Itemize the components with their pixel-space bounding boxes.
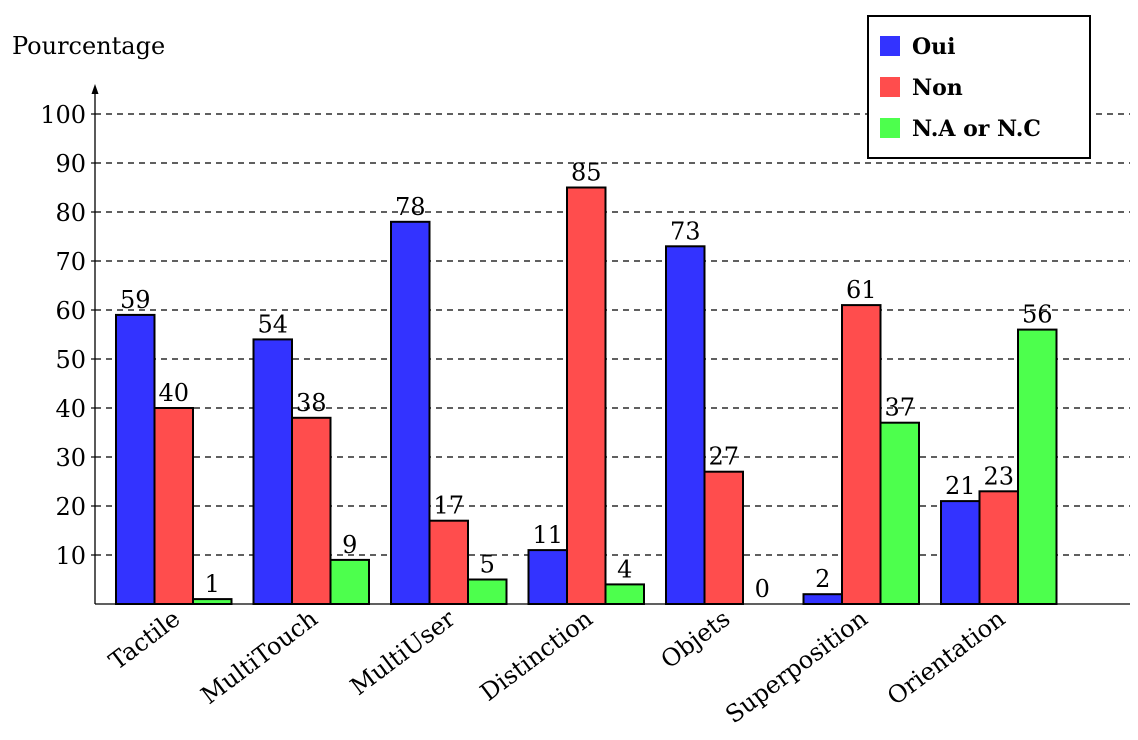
data-label: 11 xyxy=(532,521,563,549)
data-label: 37 xyxy=(884,394,915,422)
x-tick-label-tactile: Tactile xyxy=(104,604,186,675)
legend: Oui Non N.A or N.C xyxy=(867,15,1091,159)
y-tick-label: 60 xyxy=(55,297,86,325)
y-tick-label: 90 xyxy=(55,150,86,178)
data-label: 9 xyxy=(342,531,357,559)
data-label: 17 xyxy=(433,492,464,520)
legend-box xyxy=(867,15,1091,159)
y-tick-label: 100 xyxy=(40,101,86,129)
legend-swatch xyxy=(880,36,900,56)
bar-superposition-non xyxy=(841,304,882,605)
y-tick-label: 10 xyxy=(55,542,86,570)
bar-orientation-n-a-or-n-c xyxy=(1017,328,1058,605)
x-tick-label-superposition: Superposition xyxy=(720,604,873,729)
data-label: 56 xyxy=(1022,301,1053,329)
bar-multitouch-oui xyxy=(252,338,293,605)
data-label: 85 xyxy=(571,159,602,187)
bar-distinction-oui xyxy=(527,549,568,605)
bar-superposition-n-a-or-n-c xyxy=(879,421,920,606)
data-label: 2 xyxy=(815,565,830,593)
bar-superposition-oui xyxy=(802,593,843,606)
data-label: 40 xyxy=(158,379,189,407)
x-tick-labels: Tactile MultiTouch MultiUser Distinction Obj… xyxy=(104,604,1011,729)
data-label: 59 xyxy=(120,286,151,314)
legend-label: N.A or N.C xyxy=(912,116,1041,142)
x-tick-label-orientation: Orientation xyxy=(882,604,1010,710)
data-label: 4 xyxy=(617,555,632,583)
data-label: 21 xyxy=(945,472,976,500)
data-label: 78 xyxy=(395,193,426,221)
bar-orientation-oui xyxy=(940,500,981,606)
data-label: 61 xyxy=(846,276,877,304)
bar-distinction-non xyxy=(566,186,607,605)
y-axis-arrow-icon xyxy=(91,84,99,94)
y-axis-label: Pourcentage xyxy=(12,32,165,60)
bar-multitouch-non xyxy=(291,416,332,605)
y-tick-label: 80 xyxy=(55,199,86,227)
bar-multiuser-n-a-or-n-c xyxy=(467,578,508,605)
y-tick-label: 20 xyxy=(55,493,86,521)
bar-orientation-non xyxy=(978,490,1019,605)
y-tick-label: 40 xyxy=(55,395,86,423)
x-tick-label-distinction: Distinction xyxy=(475,604,598,706)
bar-objets-oui xyxy=(665,245,706,606)
bar-multiuser-non xyxy=(428,519,469,606)
bars xyxy=(115,186,1058,606)
x-tick-label-multiuser: MultiUser xyxy=(345,604,461,701)
y-tick-label: 70 xyxy=(55,248,86,276)
data-label: 38 xyxy=(296,389,327,417)
bar-tactile-n-a-or-n-c xyxy=(192,598,233,605)
bar-multiuser-oui xyxy=(390,220,431,606)
data-label: 1 xyxy=(205,570,220,598)
data-label: 54 xyxy=(257,310,288,338)
data-label: 5 xyxy=(480,551,495,579)
data-label: 23 xyxy=(983,462,1014,490)
bar-objets-non xyxy=(703,470,744,606)
bar-multitouch-n-a-or-n-c xyxy=(329,558,370,606)
legend-label: Non xyxy=(912,75,963,101)
legend-swatch xyxy=(880,77,900,97)
y-tick-label: 50 xyxy=(55,346,86,374)
bar-distinction-n-a-or-n-c xyxy=(604,583,645,606)
x-tick-label-objets: Objets xyxy=(656,604,736,674)
y-tick-labels: 10 20 30 40 50 60 70 80 90 100 xyxy=(40,101,86,570)
bar-tactile-oui xyxy=(115,313,156,605)
y-tick-label: 30 xyxy=(55,444,86,472)
bar-tactile-non xyxy=(153,407,194,605)
legend-swatch xyxy=(880,118,900,138)
legend-label: Oui xyxy=(912,34,956,60)
x-tick-label-multitouch: MultiTouch xyxy=(196,604,323,709)
data-label: 27 xyxy=(708,443,739,471)
data-label: 73 xyxy=(670,217,701,245)
data-label: 0 xyxy=(755,575,770,603)
